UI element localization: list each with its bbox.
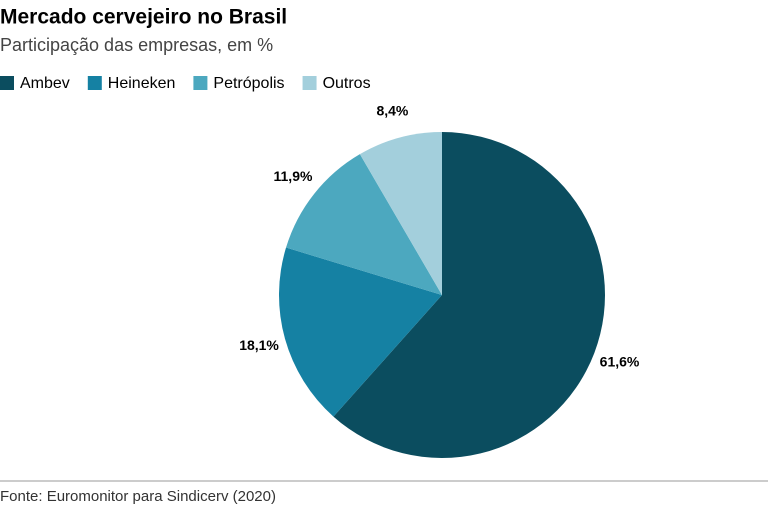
pie-slice	[359, 132, 442, 295]
data-label: 61,6%	[600, 353, 640, 369]
data-label: 11,9%	[274, 168, 313, 184]
legend-label: Heineken	[108, 75, 176, 92]
pie-slice	[333, 132, 605, 458]
chart-title: Mercado cervejeiro no Brasil	[0, 6, 287, 29]
pie-slice	[279, 247, 442, 417]
legend-swatch	[302, 76, 317, 90]
source: Fonte: Euromonitor para Sindicerv (2020)	[0, 488, 276, 505]
pie-slice	[286, 154, 442, 295]
data-label: 18,1%	[239, 337, 279, 353]
legend-swatch	[0, 76, 14, 90]
data-label: 8,4%	[376, 102, 408, 118]
legend-label: Petrópolis	[213, 75, 284, 92]
chart-subtitle: Participação das empresas, em %	[0, 35, 273, 55]
legend-swatch	[193, 76, 208, 90]
legend-label: Ambev	[20, 75, 70, 92]
legend-swatch	[87, 76, 102, 90]
legend-label: Outros	[323, 75, 371, 92]
